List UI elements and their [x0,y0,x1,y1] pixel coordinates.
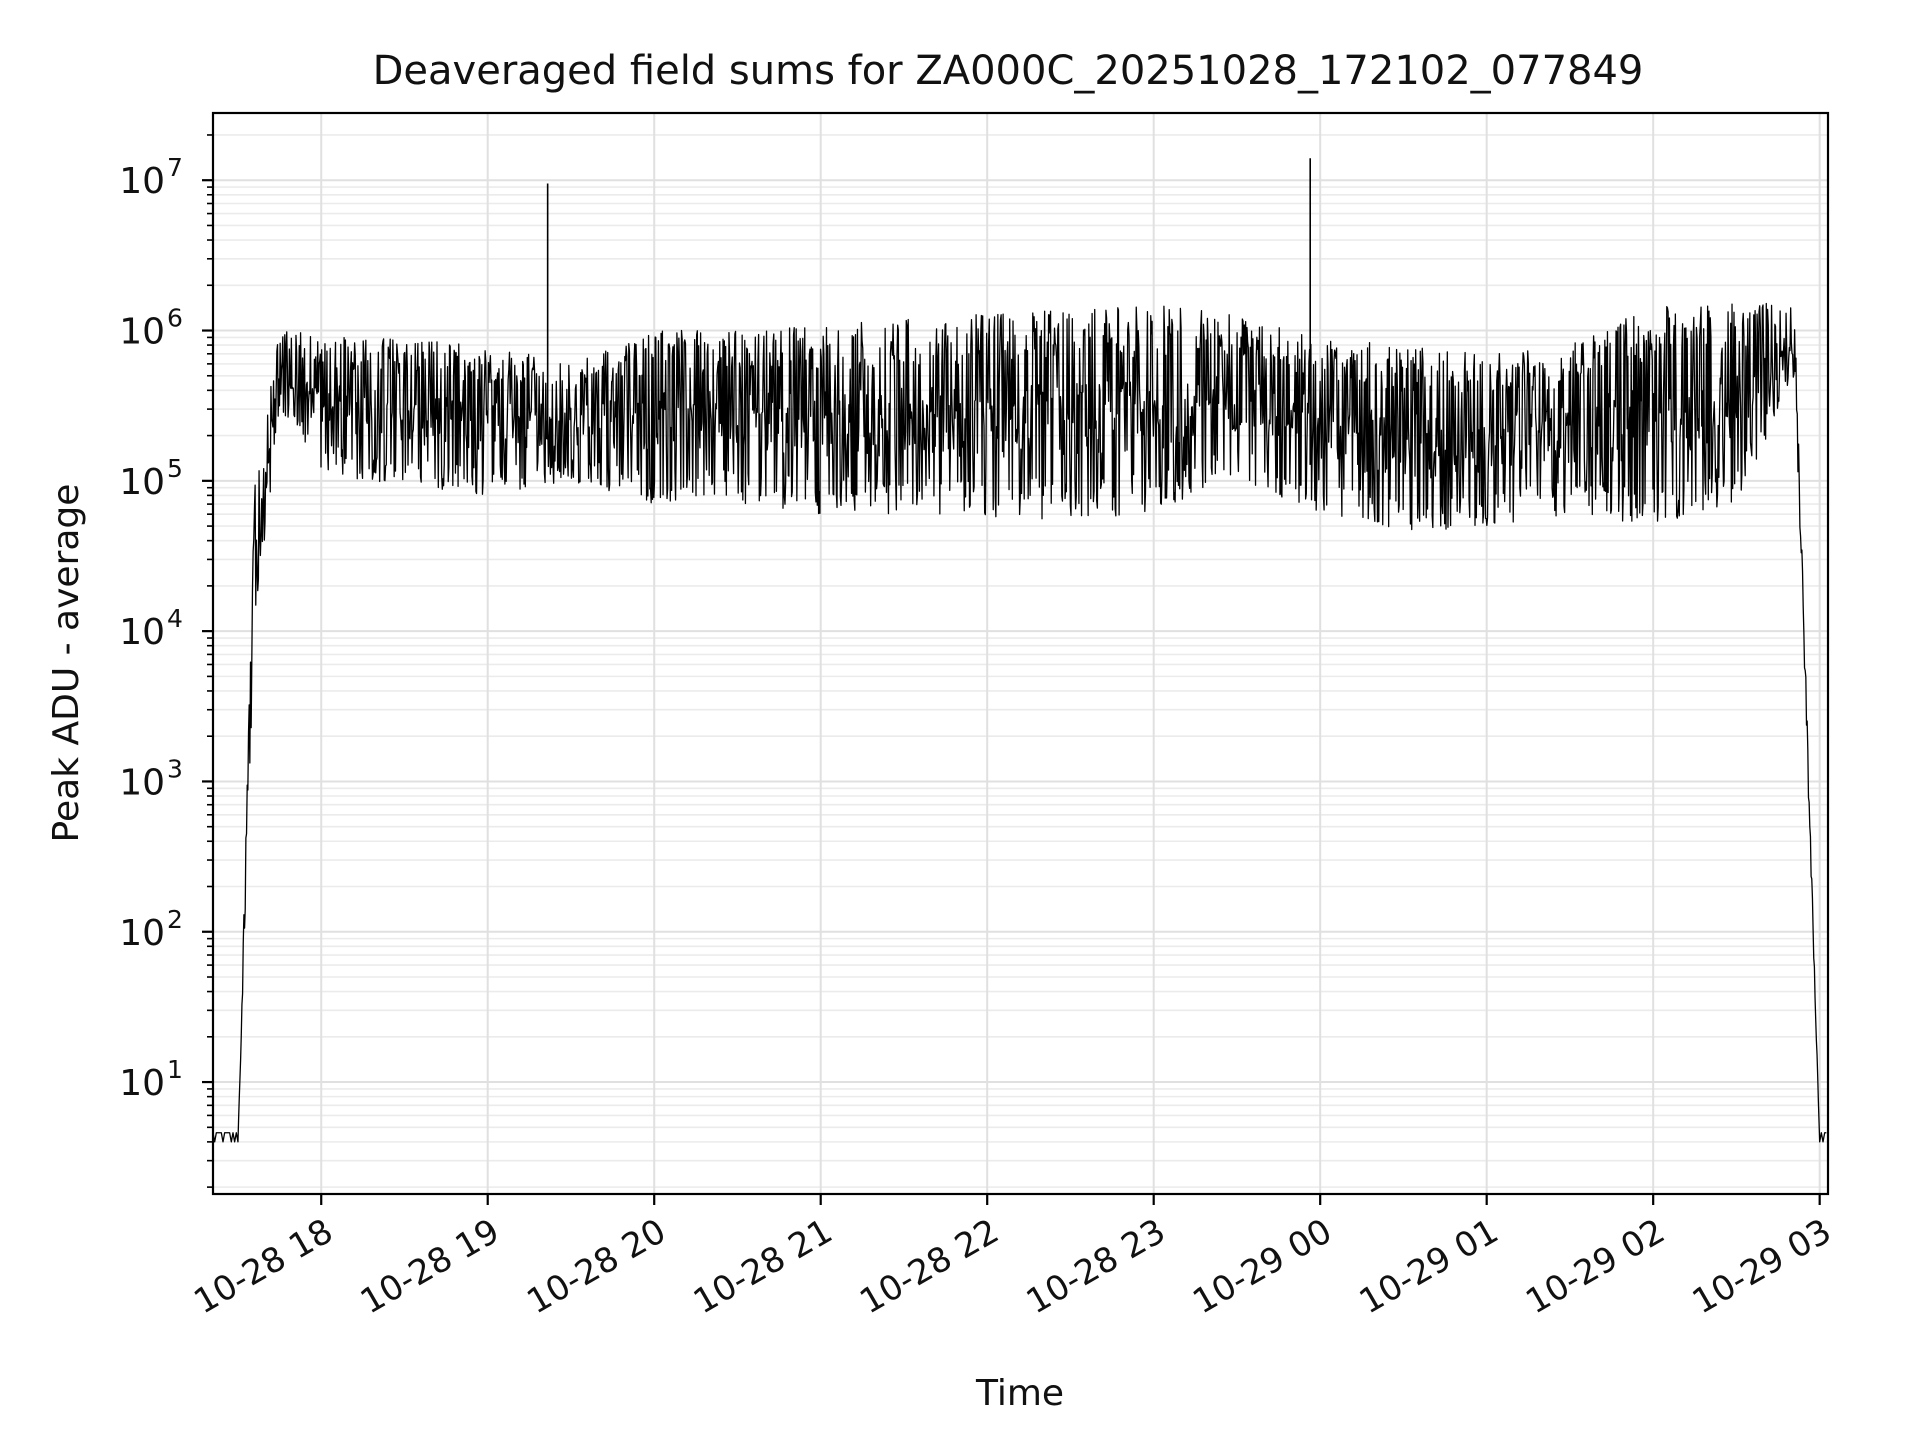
x-axis: 10-28 18 10-28 19 10-28 20 10-28 21 10-28 22… [187,1194,1838,1322]
y-tick-exponent: 6 [167,304,183,333]
y-tick-exponent: 7 [167,153,183,182]
x-tick-label: 10-28 20 [520,1211,672,1322]
plot-area [212,158,1827,1143]
x-tick-label: 10-29 00 [1186,1211,1338,1322]
axes-frame [211,111,1830,1196]
y-tick-label: 10 [119,462,165,503]
y-tick-exponent: 1 [167,1055,183,1084]
x-tick-label: 10-28 18 [187,1211,339,1322]
x-tick-label: 10-28 21 [687,1211,839,1322]
series-line [212,302,1827,1143]
x-tick-label: 10-28 19 [354,1211,506,1322]
y-tick-label: 10 [119,161,165,202]
y-tick-label: 10 [119,762,165,803]
x-axis-label: Time [975,1373,1064,1414]
y-tick-exponent: 5 [167,454,183,483]
x-tick-label: 10-29 01 [1353,1211,1505,1322]
x-tick-label: 10-29 03 [1686,1211,1838,1322]
y-tick-label: 10 [119,612,165,653]
y-tick-exponent: 2 [167,905,183,934]
grid [213,113,1828,1194]
x-tick-label: 10-28 23 [1020,1211,1172,1322]
y-axis-label: Peak ADU - average [46,484,87,843]
y-tick-exponent: 4 [167,604,183,633]
y-tick-label: 10 [119,913,165,954]
x-tick-label: 10-28 22 [853,1211,1005,1322]
x-tick-label: 10-29 02 [1519,1211,1671,1322]
y-tick-exponent: 3 [167,754,183,783]
chart-title: Deaveraged field sums for ZA000C_2025102… [373,48,1644,94]
y-tick-label: 10 [119,312,165,353]
y-tick-label: 10 [119,1063,165,1104]
